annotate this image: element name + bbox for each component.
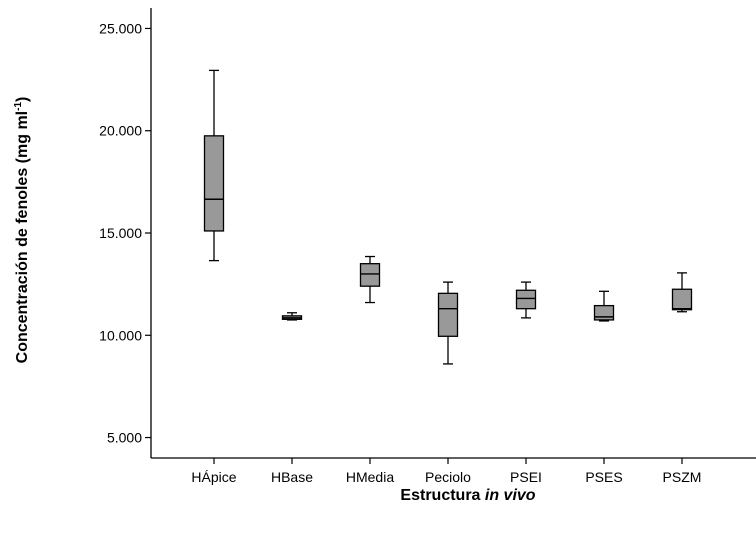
iqr-box <box>203 135 225 232</box>
y-tick-label: 10.000 <box>99 327 142 343</box>
x-tick-label: PSES <box>585 469 622 485</box>
iqr-box <box>671 288 693 311</box>
box-6 <box>593 290 615 322</box>
x-tick-label: PSZM <box>663 469 702 485</box>
y-tick-label: 20.000 <box>99 123 142 139</box>
box-1 <box>203 69 225 262</box>
box-7 <box>671 272 693 313</box>
x-axis-title-italic: in vivo <box>485 487 536 504</box>
x-tick-label: Peciolo <box>425 469 471 485</box>
box-5 <box>515 281 537 319</box>
x-axis-title: Estructura in vivo <box>400 487 535 504</box>
x-tick-label: HÁpice <box>191 469 236 485</box>
axes <box>150 8 756 459</box>
iqr-box <box>515 289 537 310</box>
x-tick-label: HBase <box>271 469 313 485</box>
plot-area <box>203 69 693 365</box>
y-axis-ticks: 5.000 10.000 15.000 20.000 25.000 <box>99 20 151 446</box>
iqr-box <box>359 263 381 287</box>
y-axis-title: Concentración de fenoles (mg ml-1) <box>13 97 31 364</box>
y-tick-label: 5.000 <box>107 430 142 446</box>
y-tick-label: 25.000 <box>99 20 142 36</box>
y-axis-title-superscript: -1 <box>13 102 24 111</box>
x-axis-ticks: HÁpice HBase HMedia Peciolo PSEI PSES PSZM <box>191 458 701 485</box>
box-2 <box>281 312 303 321</box>
x-tick-label: HMedia <box>346 469 394 485</box>
x-tick-label: PSEI <box>510 469 542 485</box>
y-tick-label: 15.000 <box>99 225 142 241</box>
box-4 <box>437 281 459 365</box>
iqr-box <box>593 304 615 321</box>
x-axis-title-prefix: Estructura <box>400 487 484 504</box>
y-axis-title-main: Concentración de fenoles (mg ml <box>14 111 31 363</box>
y-axis-title-suffix: ) <box>14 97 31 102</box>
box-3 <box>359 255 381 304</box>
iqr-box <box>437 292 459 337</box>
